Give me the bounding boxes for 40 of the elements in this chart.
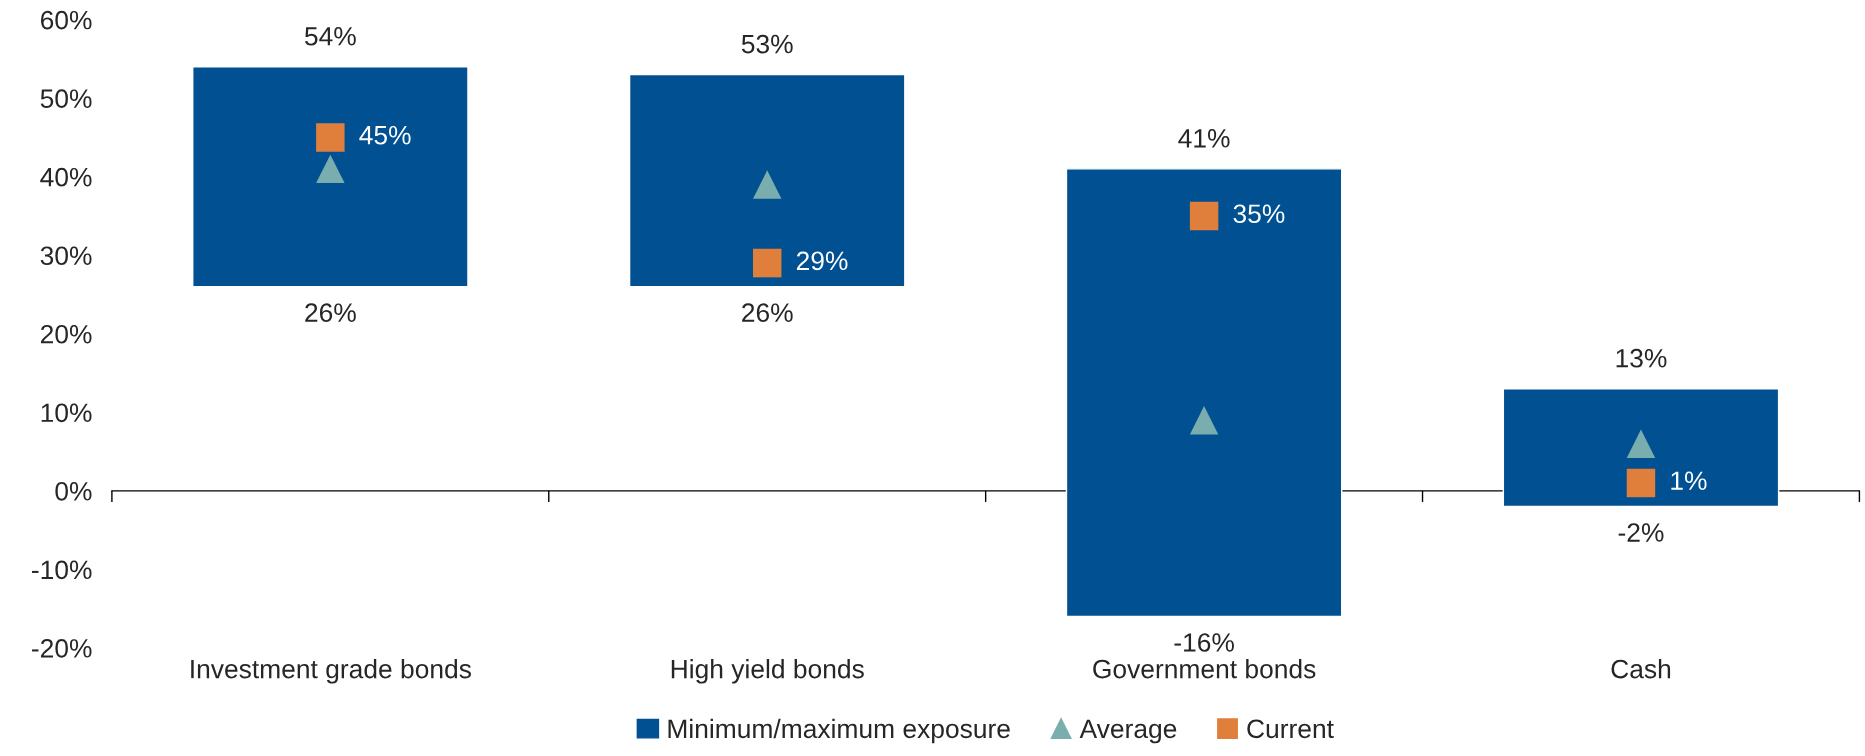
y-tick-label: 10%	[41, 403, 92, 423]
annotation: -2%	[1618, 523, 1664, 542]
y-tick-label: 60%	[40, 10, 92, 30]
bar	[192, 66, 469, 288]
data-label: 35%	[1233, 204, 1285, 224]
data-label: 45%	[359, 125, 411, 145]
bar	[1502, 388, 1780, 508]
annotation: 26%	[742, 303, 793, 323]
y-tick-label: 20%	[40, 324, 92, 344]
bar	[628, 73, 906, 288]
y-tick-label: 30%	[40, 246, 92, 266]
x-tick-label: Government bonds	[1093, 659, 1316, 679]
point	[1626, 468, 1656, 498]
y-tick-label: 0%	[55, 481, 92, 501]
x-tick-label: High yield bonds	[671, 659, 864, 684]
point	[1189, 201, 1219, 231]
point	[316, 123, 345, 152]
point	[1189, 405, 1219, 435]
annotation: 41%	[1178, 129, 1230, 148]
annotation: 53%	[741, 34, 793, 54]
y-tick-label: -10%	[32, 560, 92, 580]
data-label: 29%	[796, 251, 848, 271]
data-label: 1%	[1671, 471, 1707, 490]
y-tick-label: -20%	[32, 639, 92, 658]
point	[752, 170, 782, 199]
annotation: 13%	[1616, 348, 1667, 368]
x-tick-label: Cash	[1611, 659, 1671, 679]
legend-label: Average	[1079, 719, 1177, 744]
point	[316, 154, 345, 184]
point	[752, 248, 782, 278]
legend-label: Minimum/maximum exposure	[668, 718, 1010, 744]
annotation: 26%	[305, 303, 356, 323]
annotation: 54%	[304, 27, 356, 46]
y-tick-label: 40%	[40, 167, 92, 187]
bar	[1065, 168, 1343, 618]
legend-label: Current	[1247, 719, 1334, 739]
y-tick-label: 50%	[40, 89, 92, 109]
annotation: -16%	[1174, 633, 1234, 652]
x-tick-label: Investment grade bonds	[191, 659, 471, 684]
point	[1626, 429, 1656, 458]
